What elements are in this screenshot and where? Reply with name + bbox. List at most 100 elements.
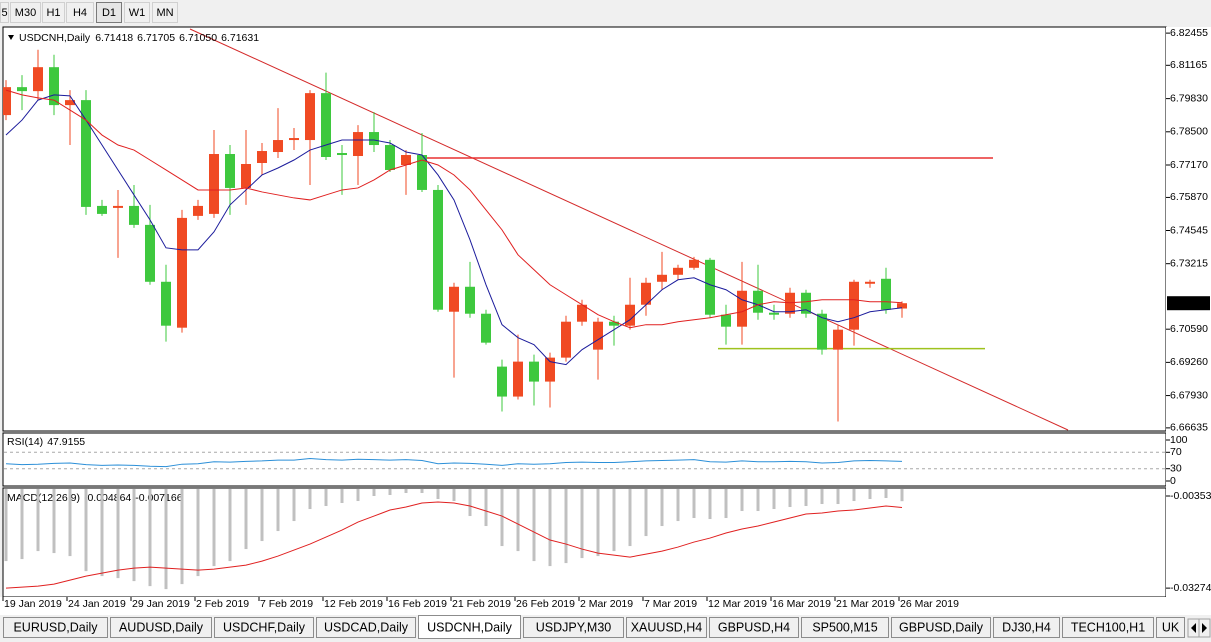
chart-tab-label: USDCAD,Daily bbox=[324, 620, 409, 634]
candle-body bbox=[801, 292, 811, 314]
macd-bar bbox=[772, 489, 776, 510]
price-axis bbox=[1166, 27, 1211, 615]
candle-body bbox=[497, 366, 507, 397]
candle-body bbox=[641, 282, 651, 305]
scroll-right-arrow bbox=[1202, 623, 1207, 633]
trend-line bbox=[189, 28, 1069, 431]
chart-tab-label: EURUSD,Daily bbox=[13, 620, 98, 634]
macd-bar bbox=[324, 489, 328, 507]
timeframe-label: H1 bbox=[46, 7, 60, 19]
timeframe-button[interactable]: 5 bbox=[0, 2, 9, 23]
chart-tab[interactable]: UK bbox=[1156, 617, 1185, 638]
timeframe-button[interactable]: H1 bbox=[42, 2, 65, 23]
candle-body bbox=[193, 205, 203, 216]
timeframe-button[interactable]: H4 bbox=[66, 2, 94, 23]
y-tick-label: 70 bbox=[1170, 446, 1182, 458]
current-price-box bbox=[1167, 296, 1210, 311]
macd-panel bbox=[2, 487, 1167, 598]
timeframe-button-bg bbox=[124, 2, 150, 23]
macd-bar bbox=[196, 489, 200, 577]
candle-body bbox=[833, 329, 843, 350]
timeframe-button[interactable]: D1 bbox=[96, 2, 122, 23]
moving-average bbox=[5, 94, 903, 366]
y-tick-label: 6.67930 bbox=[1170, 389, 1208, 401]
candle-body bbox=[545, 357, 555, 382]
x-tick-label: 16 Mar 2019 bbox=[772, 598, 831, 610]
candle-body bbox=[481, 313, 491, 343]
chart-tab[interactable]: USDCAD,Daily bbox=[316, 617, 416, 638]
current-price: 6.71631 bbox=[1170, 297, 1208, 309]
x-tick-label: 12 Feb 2019 bbox=[324, 598, 383, 610]
candle-body bbox=[593, 321, 603, 350]
candle-body bbox=[625, 304, 635, 326]
candle-body bbox=[401, 155, 411, 165]
y-tick-label: 6.74545 bbox=[1170, 224, 1208, 236]
candle-body bbox=[529, 361, 539, 382]
timeframe-label: 5 bbox=[1, 7, 7, 19]
candle-body bbox=[49, 67, 59, 106]
y-tick-label: 6.69260 bbox=[1170, 356, 1208, 368]
chart-tab-bg bbox=[1062, 617, 1154, 638]
rsi-value: 47.9155 bbox=[47, 436, 85, 448]
chart-tab[interactable]: DJ30,H4 bbox=[993, 617, 1060, 638]
timeframe-button-bg bbox=[0, 2, 9, 23]
macd-bar bbox=[628, 489, 632, 547]
chart-tab[interactable]: TECH100,H1 bbox=[1062, 617, 1154, 638]
chart-tab[interactable]: USDCHF,Daily bbox=[214, 617, 314, 638]
candle-body bbox=[289, 138, 299, 141]
macd-bar bbox=[68, 489, 72, 557]
candle-body bbox=[705, 259, 715, 315]
macd-bar bbox=[452, 489, 456, 502]
chart-tab-bg bbox=[3, 617, 108, 638]
candle-body bbox=[145, 224, 155, 282]
chart-tab-label: XAUUSD,H4 bbox=[631, 620, 703, 634]
chart-tab[interactable]: SP500,M15 bbox=[801, 617, 889, 638]
y-tick-label: 100 bbox=[1170, 434, 1188, 446]
chart-tab[interactable]: USDJPY,M30 bbox=[523, 617, 624, 638]
chart-tab[interactable]: GBPUSD,H4 bbox=[709, 617, 799, 638]
open-value: 6.71418 bbox=[95, 32, 133, 44]
main-panel bbox=[2, 26, 1167, 432]
macd-bar bbox=[276, 489, 280, 532]
macd-bar bbox=[788, 489, 792, 508]
timeframe-button[interactable]: MN bbox=[152, 2, 178, 23]
candle-body bbox=[865, 281, 875, 284]
chart-tab[interactable]: XAUUSD,H4 bbox=[626, 617, 707, 638]
y-tick-label: 6.78500 bbox=[1170, 126, 1208, 138]
timeframe-button[interactable]: W1 bbox=[124, 2, 150, 23]
candle-body bbox=[849, 281, 859, 330]
chart-tab[interactable]: GBPUSD,Daily bbox=[891, 617, 991, 638]
timeframe-label: M30 bbox=[15, 7, 36, 19]
timeframe-button-bg bbox=[66, 2, 94, 23]
macd-bar bbox=[148, 489, 152, 587]
x-tick-label: 16 Feb 2019 bbox=[388, 598, 447, 610]
candle-body bbox=[353, 132, 363, 157]
tab-scroll[interactable] bbox=[1187, 618, 1211, 638]
timeframe-label: H4 bbox=[73, 7, 87, 19]
time-axis bbox=[0, 597, 1166, 615]
candle-body bbox=[881, 278, 891, 310]
macd-bar bbox=[308, 489, 312, 510]
macd-bar bbox=[564, 489, 568, 564]
timeframe-button[interactable]: M30 bbox=[10, 2, 41, 23]
chart-tab[interactable]: EURUSD,Daily bbox=[3, 617, 108, 638]
macd-bar bbox=[548, 489, 552, 567]
candle-body bbox=[241, 163, 251, 188]
moving-average bbox=[5, 89, 903, 329]
macd-bar bbox=[468, 489, 472, 517]
chart-tab-label: GBPUSD,Daily bbox=[899, 620, 984, 634]
chart-tab[interactable]: AUDUSD,Daily bbox=[110, 617, 212, 638]
macd-bar bbox=[292, 489, 296, 522]
candle-body bbox=[449, 286, 459, 312]
candle-body bbox=[657, 274, 667, 282]
x-tick-label: 2 Feb 2019 bbox=[196, 598, 249, 610]
chart-tab-label: SP500,M15 bbox=[812, 620, 877, 634]
x-tick-label: 21 Feb 2019 bbox=[452, 598, 511, 610]
candle-body bbox=[273, 140, 283, 153]
chart-tab[interactable]: USDCNH,Daily bbox=[418, 615, 521, 639]
timeframe-button-bg bbox=[152, 2, 178, 23]
y-tick-label: -0.032741 bbox=[1170, 582, 1211, 594]
candle-body bbox=[689, 259, 699, 268]
macd-header: MACD(12,26,9) -0.004864 -0.007166 bbox=[7, 492, 183, 504]
